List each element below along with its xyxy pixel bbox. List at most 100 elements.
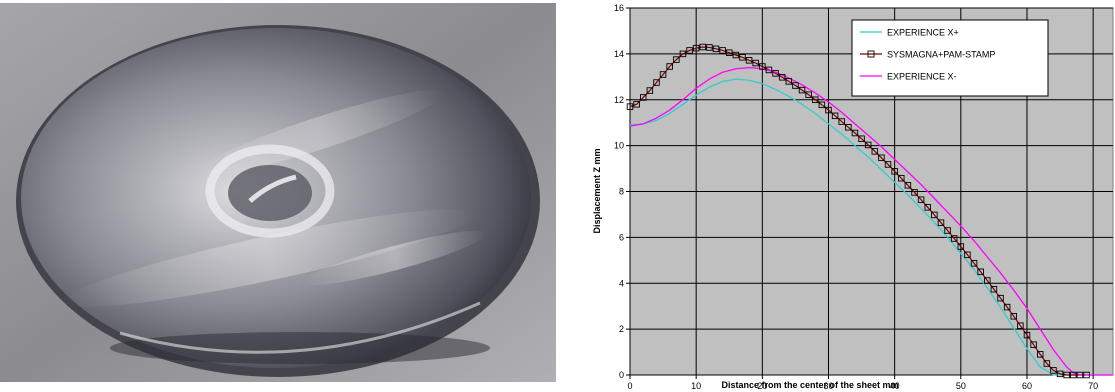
series-marker-point (798, 86, 806, 94)
series-marker-point (884, 161, 892, 168)
series-marker-point (785, 78, 793, 85)
y-tick-label: 2 (619, 324, 624, 334)
series-marker-point (732, 51, 740, 59)
x-tick-label: 0 (627, 381, 632, 391)
series-marker-point (964, 251, 971, 259)
legend-label: EXPERIENCE X+ (887, 28, 959, 38)
series-marker-point (944, 227, 951, 234)
sheet-photo (0, 3, 556, 382)
series-marker-point (1076, 371, 1084, 379)
legend-label: EXPERIENCE X- (887, 72, 957, 82)
series-line-1 (629, 46, 1087, 376)
y-tick-label: 8 (619, 187, 624, 197)
series-marker-point (772, 70, 779, 77)
legend-label: SYSMAGNA+PAM-STAMP (887, 50, 995, 60)
series-marker-point (924, 204, 931, 211)
y-tick-label: 12 (614, 95, 624, 105)
series-marker-point (1003, 303, 1011, 311)
series-marker-point (1023, 331, 1031, 339)
x-tick-label: 40 (890, 381, 900, 391)
x-axis-label: Distance from the center of the sheet mm (721, 380, 898, 390)
series-marker-point (699, 43, 707, 51)
tick-labels: 0 10 20 30 40 50 60 70 0 2 4 6 8 10 12 14 16 (614, 3, 1098, 391)
series-markers (626, 43, 1090, 379)
y-tick-label: 4 (619, 278, 624, 288)
series-marker-point (666, 63, 673, 70)
displacement-chart: 0 10 20 30 40 50 60 70 0 2 4 6 8 10 12 14 16 Distance fr… (556, 0, 1115, 392)
x-tick-label: 70 (1088, 381, 1098, 391)
series-marker-point (812, 96, 819, 103)
series-marker-point (745, 57, 753, 64)
series-marker-point (679, 50, 687, 58)
x-tick-label: 50 (956, 381, 966, 391)
series-marker-point (990, 285, 998, 293)
series-marker-point (864, 141, 872, 149)
series-marker-point (1010, 313, 1018, 320)
series-marker-point (1043, 360, 1051, 367)
series-marker-point (1083, 371, 1090, 379)
series-marker-point (759, 63, 766, 70)
series-marker-point (1063, 371, 1070, 379)
series-marker-point (653, 79, 660, 86)
series-marker-point (904, 182, 912, 189)
series-marker-point (1017, 322, 1024, 329)
series-marker-point (931, 211, 938, 219)
series-marker-point (917, 196, 925, 204)
x-tick-label: 10 (691, 381, 701, 391)
series-marker-point (639, 94, 647, 101)
series-marker-point (692, 44, 700, 52)
series-lines (629, 46, 1113, 376)
series-marker-point (845, 124, 852, 131)
series-marker-point (1036, 351, 1044, 358)
sheet-photo-drawing (0, 3, 556, 382)
series-marker-point (950, 235, 958, 242)
series-marker-point (957, 243, 965, 250)
series-marker-point (659, 71, 667, 78)
series-marker-point (752, 59, 759, 67)
legend-swatch-marker (867, 50, 875, 58)
x-tick-label: 60 (1022, 381, 1032, 391)
series-marker-point (765, 66, 773, 74)
series-marker-point (825, 106, 832, 114)
series-marker-point (878, 154, 885, 162)
legend-box (851, 19, 1049, 97)
series-marker-point (633, 101, 640, 108)
series-marker-point (778, 74, 786, 81)
series-marker-point (686, 47, 693, 54)
series-marker-point (1050, 367, 1057, 374)
y-tick-label: 16 (614, 3, 624, 13)
y-tick-label: 0 (619, 370, 624, 380)
series-marker-point (831, 112, 839, 120)
y-tick-label: 14 (614, 49, 624, 59)
legend: EXPERIENCE X+ SYSMAGNA+PAM-STAMP EXPERIENC… (851, 19, 1049, 97)
chart-svg: 0 10 20 30 40 50 60 70 0 2 4 6 8 10 12 14 16 Distance fr… (592, 3, 1114, 391)
series-marker-point (805, 91, 812, 98)
series-marker-point (818, 101, 826, 109)
y-tick-label: 10 (614, 141, 624, 151)
x-tick-label: 30 (823, 381, 833, 391)
series-marker-point (977, 268, 984, 276)
series-marker-point (1056, 370, 1064, 378)
series-marker-point (984, 277, 991, 284)
series-marker-point (739, 54, 746, 61)
series-marker-point (1030, 341, 1037, 348)
series-marker-point (792, 82, 799, 89)
series-marker-point (1070, 371, 1077, 379)
series-marker-point (970, 260, 978, 267)
series-marker-point (871, 148, 879, 155)
series-line-0 (629, 78, 1113, 376)
series-marker-point (719, 47, 726, 54)
series-marker-point (712, 45, 720, 53)
series-marker-point (838, 118, 845, 125)
series-marker-point (997, 294, 1004, 302)
series-marker-point (911, 189, 918, 196)
series-marker-point (646, 87, 654, 94)
series-marker-point (937, 219, 945, 226)
series-marker-point (725, 49, 733, 56)
series-marker-point (851, 129, 859, 137)
series-marker-point (858, 135, 865, 142)
y-tick-label: 6 (619, 232, 624, 242)
series-marker-point (626, 103, 634, 110)
series-marker-point (673, 56, 680, 63)
